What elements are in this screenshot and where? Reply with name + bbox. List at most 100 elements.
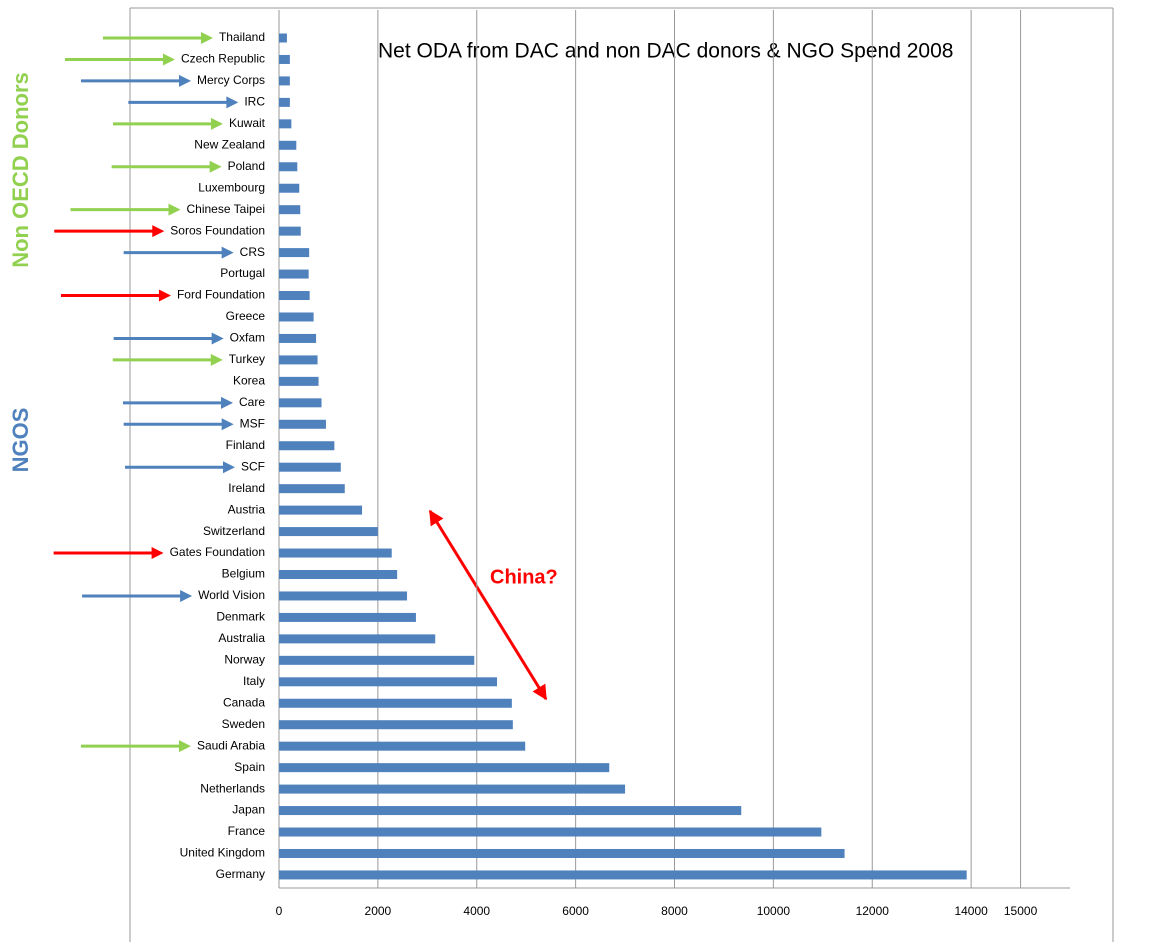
group-label: NGOS (8, 408, 33, 473)
x-tick-label: 10000 (757, 904, 791, 918)
bar (279, 763, 610, 773)
x-tick-label: 12000 (856, 904, 890, 918)
chart-title: Net ODA from DAC and non DAC donors & NG… (378, 40, 953, 63)
y-tick-label: Care (239, 395, 265, 409)
y-tick-label: Kuwait (229, 116, 266, 130)
pointer-arrow-head (178, 740, 191, 753)
y-tick-label: Poland (228, 159, 265, 173)
bar (279, 784, 626, 794)
y-tick-label: Ireland (228, 481, 265, 495)
bar (279, 655, 475, 665)
y-tick-label: Oxfam (230, 331, 265, 345)
bar (279, 54, 290, 64)
y-tick-label: SCF (241, 459, 265, 473)
y-tick-label: Norway (224, 653, 265, 667)
bar (279, 634, 436, 644)
x-tick-label: 2000 (365, 904, 392, 918)
bar (279, 612, 416, 622)
y-tick-label: Soros Foundation (170, 223, 265, 237)
pointer-arrow-head (180, 589, 193, 602)
pointer-arrow-head (151, 547, 164, 560)
bar (279, 205, 301, 215)
bar (279, 291, 310, 301)
bar (279, 33, 287, 43)
bar (279, 333, 317, 343)
bar (279, 97, 290, 107)
y-tick-label: MSF (240, 416, 265, 430)
pointer-arrow-head (162, 53, 175, 66)
y-tick-label: Turkey (229, 352, 265, 366)
y-tick-label: Saudi Arabia (197, 738, 265, 752)
bar (279, 720, 513, 730)
y-tick-label: Spain (234, 760, 265, 774)
y-tick-label: Belgium (222, 567, 265, 581)
pointer-arrow-head (178, 74, 191, 87)
y-tick-label: Germany (216, 867, 265, 881)
bar (279, 76, 290, 86)
group-label: Non OECD Donors (8, 72, 33, 268)
y-tick-label: Ford Foundation (177, 288, 265, 302)
bar (279, 570, 398, 579)
bar (279, 140, 297, 150)
y-tick-label: Mercy Corps (197, 73, 265, 87)
pointer-arrow-head (221, 418, 234, 431)
x-tick-label: 14000 (954, 904, 988, 918)
y-tick-label: New Zealand (194, 137, 265, 151)
bar (279, 505, 363, 515)
bar (279, 226, 301, 236)
pointer-arrow-head (211, 332, 224, 345)
y-tick-label: Finland (226, 438, 265, 452)
y-tick-label: Sweden (222, 717, 265, 731)
bar (279, 870, 967, 880)
y-tick-label: Japan (232, 803, 265, 817)
bar (279, 806, 742, 816)
y-tick-label: Korea (233, 374, 265, 388)
y-tick-label: Chinese Taipei (187, 202, 266, 216)
bar (279, 119, 292, 129)
bar (279, 848, 845, 858)
bar (279, 419, 326, 429)
y-tick-label: Greece (226, 309, 266, 323)
bar (279, 741, 526, 751)
y-tick-label: United Kingdom (180, 846, 265, 860)
y-tick-label: France (228, 824, 266, 838)
pointer-arrow-head (223, 461, 235, 474)
y-tick-label: Italy (243, 674, 265, 688)
y-tick-label: Portugal (220, 266, 265, 280)
y-tick-label: Denmark (216, 610, 266, 624)
x-tick-label: 0 (276, 904, 283, 918)
y-tick-label: Netherlands (200, 781, 265, 795)
x-tick-label: 15000 (1004, 904, 1038, 918)
bar (279, 312, 314, 322)
china-arrow (428, 509, 548, 701)
bar (279, 355, 318, 365)
bar (279, 591, 408, 601)
bar (279, 183, 300, 193)
y-tick-label: IRC (244, 95, 265, 109)
y-tick-label: Luxembourg (198, 180, 265, 194)
bar (279, 548, 392, 558)
bar (279, 698, 512, 708)
y-tick-label: CRS (240, 245, 265, 259)
x-tick-label: 8000 (661, 904, 688, 918)
y-tick-label: Australia (218, 631, 265, 645)
y-tick-label: Czech Republic (181, 52, 265, 66)
bar (279, 162, 298, 172)
annotation: China? (490, 566, 558, 588)
bar (279, 827, 822, 837)
pointer-arrow-head (200, 32, 213, 44)
bar (279, 484, 345, 494)
bar (279, 677, 498, 687)
y-tick-label: Thailand (219, 30, 265, 44)
pointer-arrow-head (226, 96, 239, 109)
y-tick-label: World Vision (198, 588, 265, 602)
bar (279, 398, 322, 408)
pointer-arrow-head (158, 289, 171, 302)
bar (279, 462, 341, 472)
pointer-arrow-head (168, 203, 181, 216)
x-tick-label: 4000 (463, 904, 490, 918)
pointer-arrow-head (210, 117, 223, 130)
pointer-arrow-head (209, 160, 222, 173)
bar (279, 376, 319, 386)
